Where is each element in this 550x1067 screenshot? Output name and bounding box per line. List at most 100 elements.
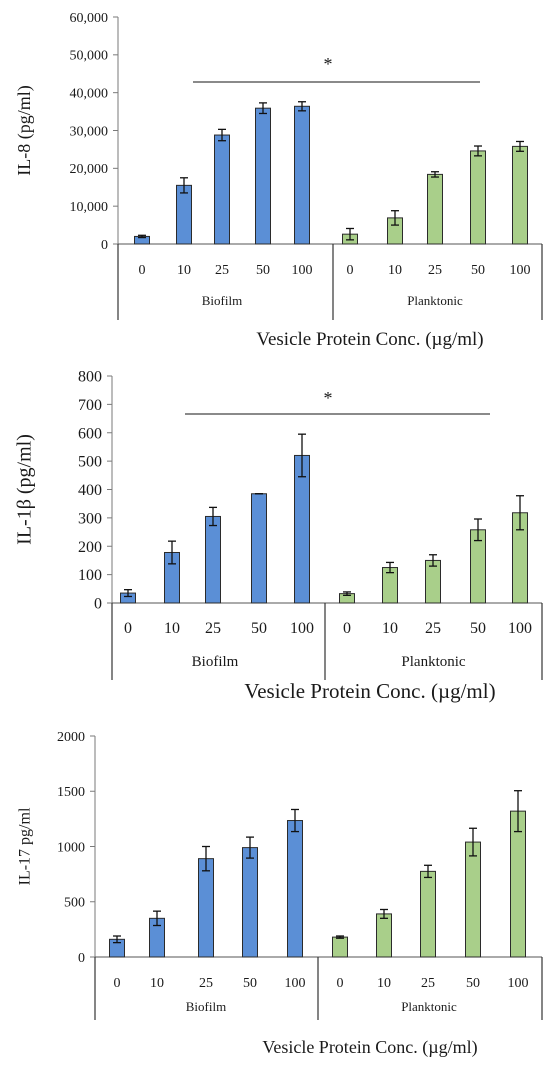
x-tick-label: 25 — [428, 263, 442, 278]
y-tick-label: 0 — [94, 596, 102, 613]
x-tick-label: 100 — [510, 263, 531, 278]
bar-biofilm-50 — [251, 493, 267, 604]
significance-star: * — [324, 388, 333, 408]
bar-biofilm-100 — [287, 820, 303, 958]
y-tick-label: 700 — [78, 397, 102, 414]
y-tick-label: 20,000 — [70, 162, 109, 177]
x-tick-label: 100 — [290, 620, 314, 637]
bar-planktonic-10 — [376, 913, 392, 958]
y-tick-label: 2000 — [57, 730, 85, 745]
error-bar — [168, 540, 176, 565]
bar-planktonic-100 — [512, 145, 528, 245]
error-bar — [380, 908, 388, 919]
error-bar — [424, 864, 432, 879]
error-bar — [291, 808, 299, 833]
y-tick-label: 30,000 — [70, 124, 109, 139]
x-tick-label: 25 — [205, 620, 221, 637]
x-tick-label: 50 — [256, 263, 270, 278]
y-tick-label: 1000 — [57, 840, 85, 855]
x-tick-label: 50 — [251, 620, 267, 637]
x-tick-label: 0 — [337, 976, 344, 991]
error-bar — [346, 227, 354, 241]
bar-planktonic-25 — [427, 173, 443, 245]
group-label: Biofilm — [192, 654, 239, 670]
error-bar — [153, 910, 161, 927]
y-tick-label: 50,000 — [70, 49, 109, 64]
x-tick-label: 50 — [471, 263, 485, 278]
y-axis-label: IL-8 (pg/ml) — [14, 85, 35, 175]
bar-planktonic-25 — [425, 559, 441, 604]
x-tick-label: 25 — [215, 263, 229, 278]
bar-biofilm-100 — [294, 454, 310, 604]
x-tick-label: 50 — [243, 976, 257, 991]
error-bar — [343, 591, 351, 596]
bar-biofilm-25 — [214, 134, 230, 245]
bar-planktonic-50 — [470, 150, 486, 245]
bar-biofilm-25 — [198, 858, 214, 958]
error-bar — [113, 935, 121, 944]
error-bar — [391, 210, 399, 226]
error-bar — [516, 140, 524, 152]
error-bar — [138, 234, 146, 239]
error-bar — [469, 827, 477, 857]
error-bar — [474, 518, 482, 542]
bar-planktonic-0 — [332, 936, 348, 958]
x-tick-label: 100 — [285, 976, 306, 991]
bar-biofilm-50 — [255, 107, 271, 245]
y-tick-label: 500 — [78, 454, 102, 471]
error-bar — [298, 101, 306, 112]
error-bar — [180, 177, 188, 194]
x-axis-label: Vesicle Protein Conc. (µg/ml) — [244, 679, 495, 703]
x-tick-label: 0 — [347, 263, 354, 278]
x-axis-label: Vesicle Protein Conc. (µg/ml) — [256, 329, 483, 350]
x-tick-label: 0 — [343, 620, 351, 637]
x-tick-label: 50 — [466, 976, 480, 991]
y-tick-label: 800 — [78, 369, 102, 386]
x-tick-label: 0 — [139, 263, 146, 278]
y-tick-label: 40,000 — [70, 87, 109, 102]
x-tick-label: 25 — [425, 620, 441, 637]
group-label: Biofilm — [186, 999, 226, 1014]
bar-biofilm-100 — [294, 105, 310, 245]
x-tick-label: 10 — [177, 263, 191, 278]
bar-biofilm-25 — [205, 515, 221, 604]
error-bar — [516, 495, 524, 531]
x-tick-label: 10 — [377, 976, 391, 991]
error-bar — [474, 145, 482, 157]
y-tick-label: 400 — [78, 482, 102, 499]
chart-panel-1: 0 10,000 20,000 30,000 40,000 50,000 60,000 IL-… — [14, 11, 543, 350]
error-bar — [218, 128, 226, 142]
x-tick-label: 25 — [199, 976, 213, 991]
x-tick-label: 0 — [114, 976, 121, 991]
bar-planktonic-25 — [420, 870, 436, 958]
error-bar — [386, 561, 394, 574]
bar-planktonic-50 — [465, 841, 481, 958]
error-bar — [298, 433, 306, 478]
error-bar — [431, 171, 439, 178]
group-label: Planktonic — [407, 293, 463, 308]
x-tick-label: 100 — [292, 263, 313, 278]
group-label: Planktonic — [401, 999, 457, 1014]
y-tick-label: 500 — [64, 896, 85, 911]
y-axis-label: IL-17 pg/ml — [17, 807, 34, 885]
x-tick-label: 100 — [508, 620, 532, 637]
bar-planktonic-100 — [510, 810, 526, 958]
group-label: Planktonic — [401, 654, 466, 670]
y-tick-label: 200 — [78, 539, 102, 556]
error-bar — [259, 102, 267, 115]
y-tick-label: 60,000 — [70, 11, 109, 26]
x-tick-label: 25 — [421, 976, 435, 991]
error-bar — [429, 554, 437, 567]
error-bar — [124, 589, 132, 598]
y-tick-label: 1500 — [57, 785, 85, 800]
bar-biofilm-50 — [242, 847, 258, 958]
y-tick-label: 0 — [101, 238, 108, 253]
error-bar — [514, 790, 522, 833]
error-bar — [336, 935, 344, 939]
y-tick-label: 600 — [78, 425, 102, 442]
y-tick-label: 10,000 — [70, 200, 109, 215]
bar-biofilm-10 — [176, 184, 192, 245]
group-label: Biofilm — [202, 293, 242, 308]
x-tick-label: 100 — [508, 976, 529, 991]
